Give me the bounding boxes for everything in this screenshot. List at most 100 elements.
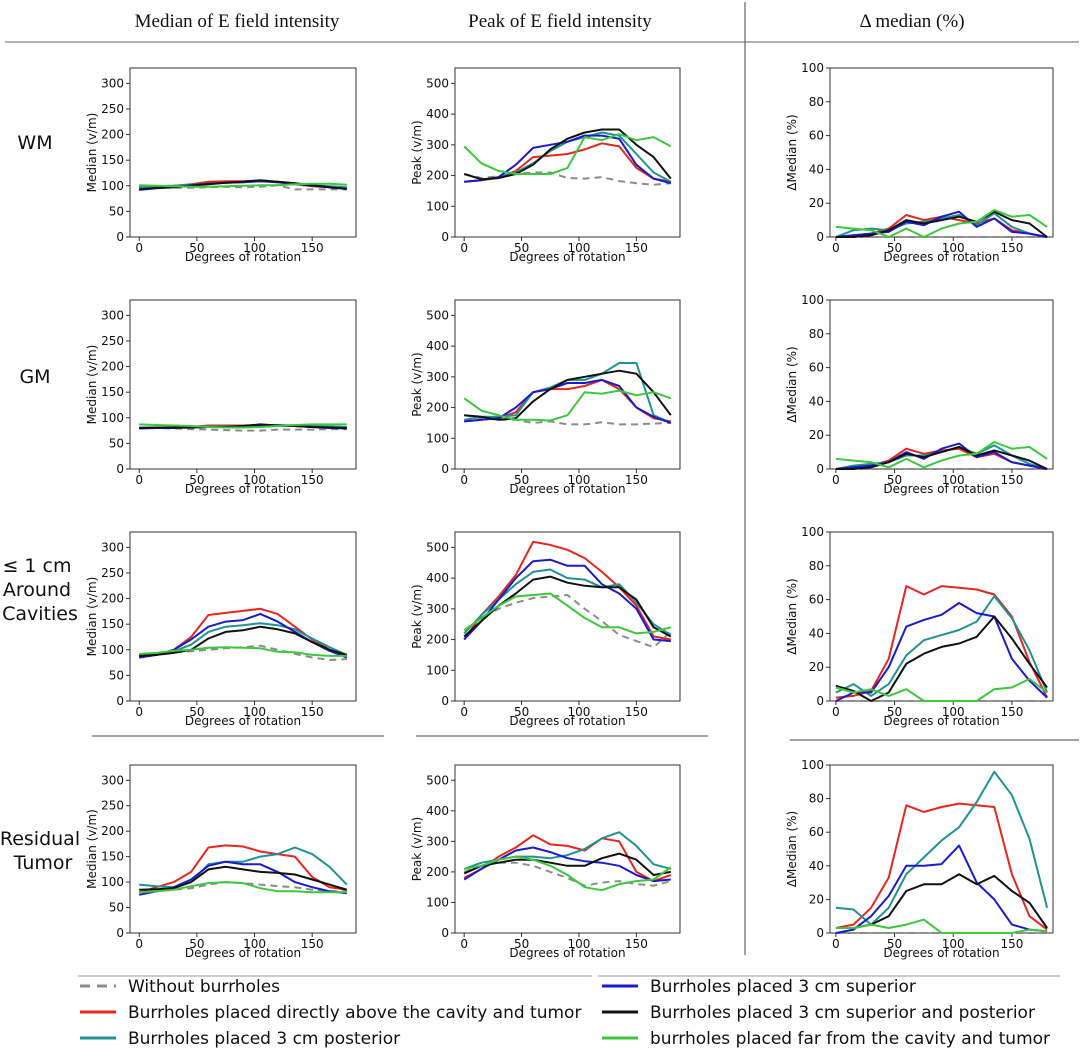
row-label-wm: WM bbox=[17, 132, 52, 154]
y-tick-label: 150 bbox=[101, 850, 124, 864]
row-label-cavities-line: Cavities bbox=[2, 603, 78, 625]
legend-label-supPost: Burrholes placed 3 cm superior and poste… bbox=[650, 1003, 1035, 1023]
y-axis-label: Peak (v/m) bbox=[410, 352, 424, 417]
plot-frame bbox=[829, 531, 1054, 702]
y-tick-label: 100 bbox=[801, 61, 824, 75]
y-tick-label: 400 bbox=[426, 107, 449, 121]
x-tick-label: 150 bbox=[1000, 473, 1023, 487]
y-tick-label: 250 bbox=[101, 334, 124, 348]
y-tick-label: 0 bbox=[116, 462, 124, 476]
y-tick-label: 40 bbox=[809, 394, 824, 408]
y-axis-label: Median (v/m) bbox=[85, 345, 99, 425]
y-tick-label: 300 bbox=[101, 76, 124, 90]
row-label-residual-tumor-line: Tumor bbox=[13, 852, 73, 874]
y-tick-label: 200 bbox=[426, 633, 449, 647]
y-axis-label: ΔMedian (%) bbox=[785, 114, 799, 190]
legend-label-without: Without burrholes bbox=[128, 977, 280, 997]
y-tick-label: 80 bbox=[809, 327, 824, 341]
series-line-supPost bbox=[835, 615, 1048, 702]
x-tick-label: 100 bbox=[942, 705, 965, 719]
x-tick-label: 0 bbox=[832, 937, 840, 951]
series-line-far bbox=[835, 209, 1048, 238]
legend-label-direct: Burrholes placed directly above the cavi… bbox=[128, 1003, 581, 1023]
y-tick-label: 0 bbox=[816, 462, 824, 476]
x-tick-label: 150 bbox=[301, 241, 324, 255]
x-tick-label: 50 bbox=[189, 705, 204, 719]
row-label-gm: GM bbox=[19, 366, 50, 388]
y-tick-label: 40 bbox=[809, 859, 824, 873]
plot-frame bbox=[829, 764, 1054, 934]
y-tick-label: 60 bbox=[809, 825, 824, 839]
plot-frame bbox=[129, 67, 357, 238]
header-peak: Peak of E field intensity bbox=[468, 11, 652, 32]
y-tick-label: 300 bbox=[101, 540, 124, 554]
y-tick-label: 0 bbox=[116, 926, 124, 940]
x-tick-label: 50 bbox=[887, 241, 902, 255]
x-tick-label: 50 bbox=[887, 705, 902, 719]
x-tick-label: 0 bbox=[832, 705, 840, 719]
x-tick-label: 0 bbox=[135, 937, 143, 951]
y-tick-label: 150 bbox=[101, 617, 124, 631]
row-label-cavities: ≤ 1 cm Around Cavities bbox=[2, 555, 78, 625]
series-line-posterior bbox=[835, 212, 1048, 238]
y-tick-label: 100 bbox=[801, 758, 824, 772]
y-tick-label: 40 bbox=[809, 626, 824, 640]
series-line-superior bbox=[464, 378, 672, 424]
x-tick-label: 0 bbox=[135, 705, 143, 719]
y-tick-label: 20 bbox=[809, 660, 824, 674]
y-tick-label: 300 bbox=[101, 308, 124, 322]
y-axis-label: Median (v/m) bbox=[85, 113, 99, 193]
series-line-far bbox=[139, 646, 347, 657]
series-line-without bbox=[463, 594, 672, 649]
x-axis-label: Degrees of rotation bbox=[883, 482, 999, 496]
y-tick-label: 0 bbox=[116, 230, 124, 244]
x-tick-label: 50 bbox=[514, 473, 529, 487]
y-tick-label: 80 bbox=[809, 792, 824, 806]
y-tick-label: 60 bbox=[809, 361, 824, 375]
y-tick-label: 150 bbox=[101, 153, 124, 167]
x-tick-label: 50 bbox=[189, 473, 204, 487]
x-tick-label: 100 bbox=[568, 937, 591, 951]
y-tick-label: 100 bbox=[426, 431, 449, 445]
series-line-far bbox=[139, 423, 347, 429]
x-axis-label: Degrees of rotation bbox=[509, 482, 625, 496]
x-tick-label: 100 bbox=[942, 473, 965, 487]
y-tick-label: 200 bbox=[426, 865, 449, 879]
x-tick-label: 150 bbox=[1000, 241, 1023, 255]
series-line-far bbox=[139, 881, 347, 894]
y-tick-label: 100 bbox=[801, 293, 824, 307]
y-tick-label: 100 bbox=[101, 179, 124, 193]
x-tick-label: 50 bbox=[887, 937, 902, 951]
series-line-supPost bbox=[464, 369, 672, 421]
x-tick-label: 100 bbox=[942, 937, 965, 951]
row-label-residual-tumor: Residual Tumor bbox=[0, 828, 86, 874]
x-tick-label: 150 bbox=[625, 705, 648, 719]
x-tick-label: 0 bbox=[460, 473, 468, 487]
y-tick-label: 200 bbox=[101, 824, 124, 838]
header-delta: Δ median (%) bbox=[859, 11, 964, 32]
plot-frame bbox=[129, 531, 357, 702]
row-label-gm-line: GM bbox=[19, 366, 50, 388]
x-axis-label: Degrees of rotation bbox=[185, 250, 301, 264]
series-line-without bbox=[464, 414, 671, 426]
y-tick-label: 300 bbox=[101, 773, 124, 787]
series-line-far bbox=[835, 918, 1048, 934]
y-tick-label: 50 bbox=[109, 668, 124, 682]
series-line-far bbox=[835, 678, 1048, 702]
x-tick-label: 150 bbox=[625, 937, 648, 951]
y-tick-label: 0 bbox=[441, 230, 449, 244]
x-tick-label: 0 bbox=[460, 241, 468, 255]
x-tick-label: 50 bbox=[514, 241, 529, 255]
y-axis-label: Peak (v/m) bbox=[410, 584, 424, 649]
series-line-without bbox=[463, 171, 671, 186]
x-tick-label: 150 bbox=[625, 473, 648, 487]
y-tick-label: 20 bbox=[809, 428, 824, 442]
y-tick-label: 50 bbox=[109, 901, 124, 915]
